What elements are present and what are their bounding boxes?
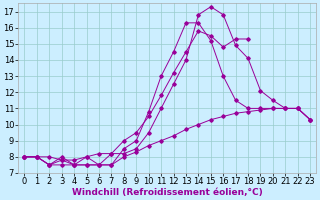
X-axis label: Windchill (Refroidissement éolien,°C): Windchill (Refroidissement éolien,°C)	[72, 188, 263, 197]
